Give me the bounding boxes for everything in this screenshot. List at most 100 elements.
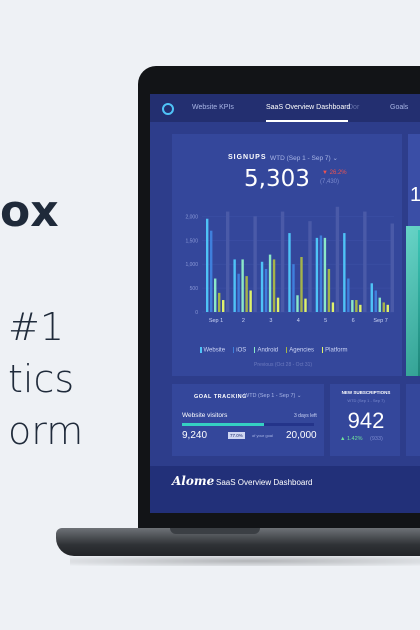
bar-ios-6 [374, 290, 377, 312]
bar-ios-3 [292, 264, 295, 312]
bar-platform-6 [386, 304, 389, 312]
bar-android-6 [378, 297, 381, 312]
bar-agencies-1 [245, 276, 248, 312]
bar-website-2 [260, 261, 264, 312]
legend-website[interactable]: Website [203, 347, 226, 354]
bar-android-0 [214, 278, 217, 312]
bar-previous-2 [280, 211, 285, 312]
signups-title: SIGNUPS [228, 154, 267, 161]
subs-change: ▲ 1.42% [340, 436, 363, 442]
background-line-3: orm [8, 409, 84, 453]
y-tick-label: 2,000 [185, 214, 198, 220]
legend-android[interactable]: Android [257, 347, 279, 354]
bar-android-3 [296, 295, 299, 312]
goal-percent-badge: 77.0% [228, 432, 245, 439]
bar-previous-0 [226, 211, 230, 312]
tab-website-kpis[interactable]: Website KPIs [192, 104, 234, 111]
right-panel-value: 1 [410, 184, 420, 206]
footer-logo: Alome [172, 474, 215, 488]
laptop-shadow [70, 556, 420, 566]
tab-saas-overview[interactable]: SaaS Overview Dashboard [266, 104, 351, 111]
bar-platform-1 [249, 290, 252, 312]
bar-website-5 [343, 233, 346, 312]
bar-website-3 [288, 233, 291, 312]
subs-previous: (933) [370, 436, 383, 442]
bar-agencies-4 [327, 268, 331, 312]
bar-website-0 [206, 218, 209, 312]
chart-legend: Website iOS Android Agencies Platform [194, 347, 394, 354]
signups-panel: SIGNUPS WTD (Sep 1 - Sep 7) ⌄ 5,303 ▼ 26… [172, 134, 402, 376]
goal-progress-fill [182, 423, 264, 426]
y-tick-label: 0 [195, 310, 198, 316]
bar-website-6 [370, 283, 373, 312]
dashboard-footer: Alome SaaS Overview Dashboard [150, 466, 420, 513]
bar-platform-0 [222, 300, 225, 312]
x-tick-label: Sep 1 [209, 318, 223, 324]
goal-current-value: 9,240 [182, 430, 208, 441]
dashboard-screen: Website KPIs SaaS Overview Dashboard Dor… [150, 94, 420, 513]
goal-title: GOAL TRACKING [194, 394, 247, 400]
subs-right-panel-partial [406, 384, 420, 456]
tab-truncated[interactable]: Dor [348, 104, 360, 111]
bar-previous-6 [390, 223, 394, 312]
bar-android-4 [323, 237, 327, 312]
right-panel-funnel-shape [406, 226, 420, 376]
signups-chart: 0 500 1,000 1,500 2,000 Sep 1 2 3 4 5 6 Sep 7 [185, 206, 394, 324]
bar-website-4 [315, 237, 319, 312]
legend-swatch-platform [321, 347, 324, 353]
goal-metric-label: Website visitors [182, 412, 228, 419]
bar-agencies-5 [355, 300, 358, 312]
right-panel-funnel-shape-inner [418, 230, 420, 376]
background-line-2: tics [8, 357, 75, 401]
bar-platform-5 [359, 304, 362, 312]
subs-value: 942 [347, 408, 385, 433]
bar-ios-2 [264, 268, 268, 312]
y-tick-label: 1,500 [185, 238, 198, 244]
goal-tracking-panel: GOAL TRACKING WTD (Sep 1 - Sep 7) ⌄ Webs… [172, 384, 324, 456]
subs-title: NEW SUBSCRIPTIONS [341, 390, 391, 395]
bar-previous-5 [363, 211, 367, 312]
bar-ios-1 [237, 273, 240, 312]
app-logo-icon[interactable] [162, 103, 174, 115]
legend-ios[interactable]: iOS [236, 347, 247, 354]
y-tick-label: 1,000 [185, 262, 198, 268]
x-tick-label: 4 [297, 318, 300, 324]
subs-range[interactable]: WTD (Sep 1 - Sep 7) [347, 398, 385, 403]
background-partial-word: ox [0, 186, 59, 237]
bar-ios-4 [319, 235, 323, 312]
legend-swatch-agencies [285, 347, 288, 353]
legend-swatch-ios [232, 347, 235, 353]
bar-platform-4 [331, 302, 335, 312]
bar-previous-3 [308, 221, 312, 312]
x-tick-label: 6 [352, 318, 355, 324]
goal-target-value: 20,000 [286, 430, 317, 441]
bar-previous-1 [253, 216, 257, 312]
y-tick-label: 500 [190, 286, 199, 292]
legend-swatch-website [200, 347, 202, 353]
legend-platform[interactable]: Platform [325, 347, 348, 354]
goal-days-left: 3 days left [294, 413, 317, 419]
bar-ios-0 [210, 230, 213, 312]
top-nav: Website KPIs SaaS Overview Dashboard Dor… [150, 94, 420, 122]
bar-agencies-6 [382, 302, 385, 312]
footer-title: SaaS Overview Dashboard [216, 478, 313, 487]
bar-platform-2 [276, 297, 280, 312]
tab-goals[interactable]: Goals [390, 104, 409, 111]
legend-agencies[interactable]: Agencies [289, 347, 314, 354]
x-tick-label: 2 [242, 318, 245, 324]
bar-agencies-3 [300, 257, 303, 312]
previous-period-note: Previous (Oct 28 - Oct 31) [254, 362, 313, 368]
background-line-1: #1 [8, 305, 65, 349]
goal-range-select[interactable]: WTD (Sep 1 - Sep 7) ⌄ [244, 393, 302, 399]
bar-android-5 [351, 300, 354, 312]
bar-agencies-0 [218, 292, 221, 312]
legend-swatch-android [253, 347, 256, 353]
signups-change: ▼ 26.2% [322, 170, 347, 176]
signups-range-select[interactable]: WTD (Sep 1 - Sep 7) ⌄ [270, 155, 338, 162]
bar-previous-4 [335, 206, 340, 312]
goal-percent-sublabel: of your goal [252, 433, 273, 438]
goal-progress-track [182, 423, 314, 426]
right-panel-partial: 1 [406, 134, 420, 376]
bar-android-2 [268, 254, 272, 312]
bar-website-1 [233, 259, 236, 312]
